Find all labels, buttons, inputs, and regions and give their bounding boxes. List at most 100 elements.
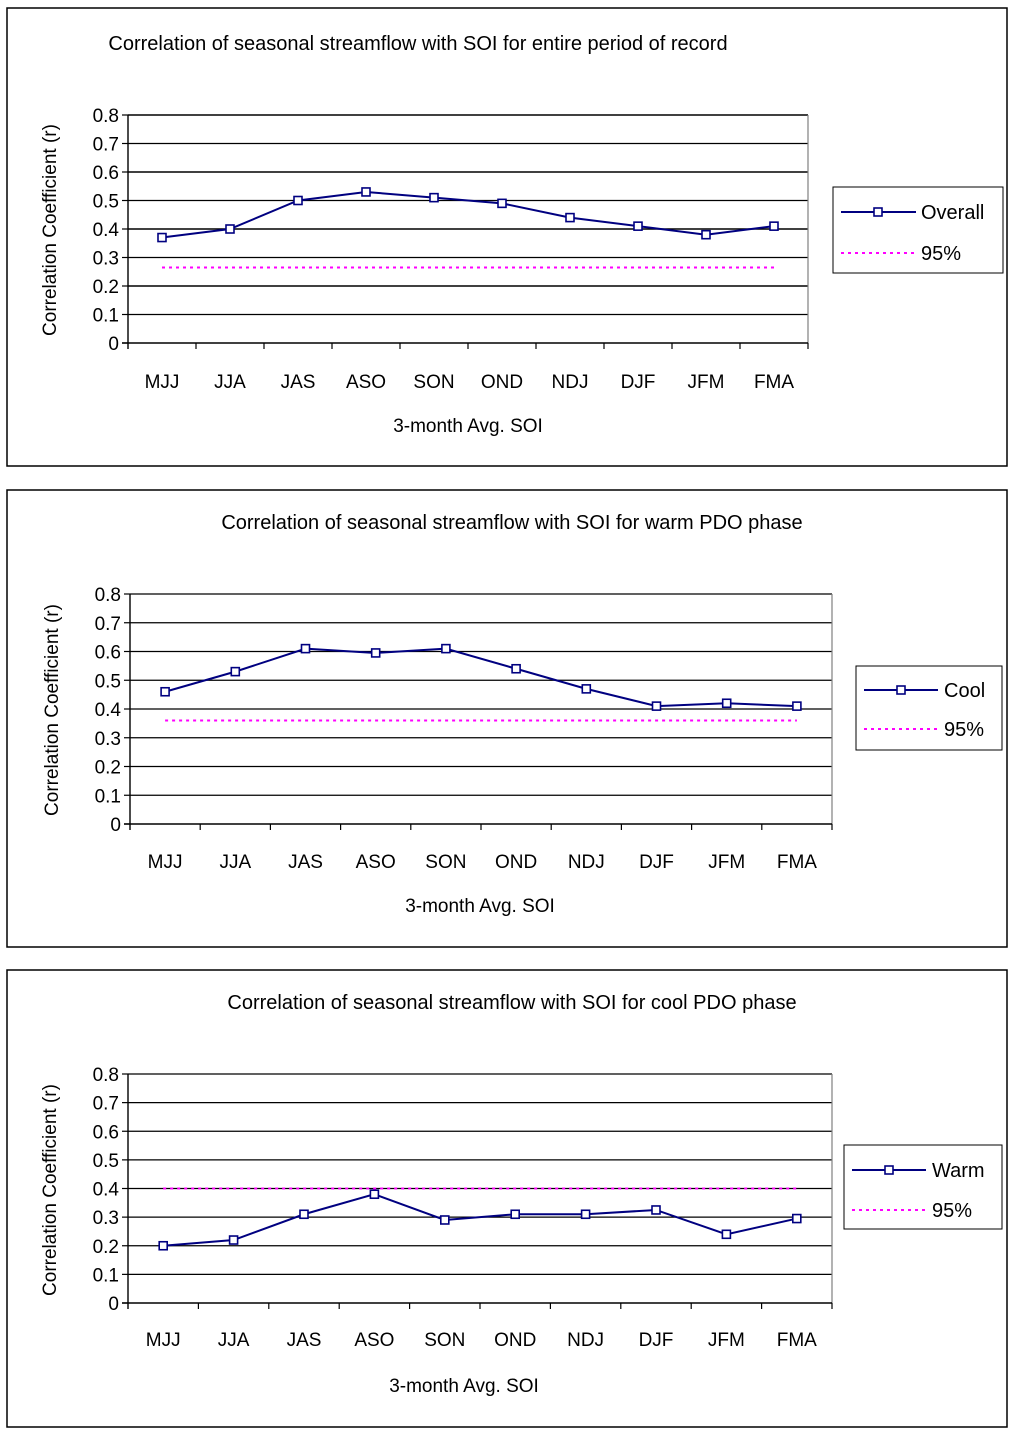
x-tick-label: NDJ <box>568 852 605 873</box>
y-tick-label: 0.3 <box>93 1208 119 1229</box>
y-axis-label: Correlation Coefficient (r) <box>42 604 63 816</box>
y-tick-label: 0.7 <box>93 1094 119 1115</box>
y-tick-label: 0.7 <box>93 135 119 156</box>
data-point <box>565 212 575 223</box>
main-series <box>158 1189 802 1251</box>
legend: Overall 95% <box>832 186 1004 274</box>
y-tick-label: 0.5 <box>95 671 121 692</box>
x-tick-label: ASO <box>346 372 386 393</box>
chart-panel-warm-pdo: Correlation of seasonal streamflow with … <box>0 480 1010 960</box>
legend-marker-main <box>896 685 906 695</box>
y-tick-label: 0.6 <box>93 163 119 184</box>
x-tick-label: DJF <box>639 852 674 873</box>
data-point <box>160 686 170 697</box>
y-tick-label: 0.7 <box>95 614 121 635</box>
y-tick-label: 0.3 <box>95 729 121 750</box>
x-axis-label: 3-month Avg. SOI <box>393 416 543 437</box>
gridlines <box>128 1073 833 1303</box>
y-tick-label: 0.1 <box>95 786 121 807</box>
x-tick-label: MJJ <box>148 852 183 873</box>
data-point <box>225 224 235 234</box>
y-tick-label: 0.2 <box>93 277 119 298</box>
legend: Cool 95% <box>855 665 1003 751</box>
y-tick-labels: 0.8 0.7 0.6 0.5 0.4 0.3 0.2 0.1 0 <box>93 106 120 355</box>
legend-label-threshold: 95% <box>921 243 961 265</box>
y-tick-label: 0.6 <box>95 643 121 664</box>
x-tick-label: NDJ <box>567 1330 604 1351</box>
x-tick-label: JFM <box>708 1330 745 1351</box>
chart-svg: Correlation of seasonal streamflow with … <box>6 969 1008 1428</box>
legend: Warm 95% <box>843 1144 1003 1230</box>
main-series <box>160 643 802 711</box>
gridlines <box>128 114 809 343</box>
y-tick-labels: 0.8 0.7 0.6 0.5 0.4 0.3 0.2 0.1 0 <box>93 1065 120 1315</box>
series-line-main <box>164 647 797 708</box>
x-tick-label: OND <box>494 1330 536 1351</box>
x-tick-label: FMA <box>754 372 794 393</box>
x-tick-label: DJF <box>639 1330 674 1351</box>
data-point <box>721 1229 732 1240</box>
y-tick-label: 0.8 <box>95 585 121 606</box>
data-point <box>429 192 439 203</box>
y-tick-label: 0 <box>110 815 121 836</box>
data-point <box>361 187 371 197</box>
x-tick-label: JFM <box>688 372 725 393</box>
data-point <box>791 1213 802 1224</box>
axes <box>124 593 833 830</box>
chart-title: Correlation of seasonal streamflow with … <box>227 992 796 1014</box>
y-tick-label: 0.8 <box>93 1065 119 1086</box>
data-point <box>510 1209 521 1220</box>
x-tick-label: DJF <box>621 372 656 393</box>
y-tick-label: 0.4 <box>93 1180 120 1201</box>
legend-label-main: Overall <box>921 202 984 224</box>
x-tick-label: NDJ <box>552 372 589 393</box>
legend-box <box>843 1144 1003 1230</box>
data-point <box>157 232 167 243</box>
legend-box <box>855 665 1003 751</box>
data-point <box>300 643 311 654</box>
y-axis-label: Correlation Coefficient (r) <box>40 1084 61 1296</box>
x-tick-label: ASO <box>354 1330 394 1351</box>
x-tick-label: JAS <box>287 1330 322 1351</box>
x-tick-label: SON <box>413 372 454 393</box>
data-point <box>651 701 662 711</box>
data-point <box>651 1205 661 1215</box>
x-tick-label: JAS <box>281 372 316 393</box>
legend-marker-main <box>884 1165 894 1175</box>
x-tick-label: MJJ <box>145 372 180 393</box>
x-tick-label: FMA <box>777 1330 817 1351</box>
x-tick-label: FMA <box>777 852 817 873</box>
x-tick-label: ASO <box>356 852 396 873</box>
x-tick-labels: MJJ JJA JAS ASO SON OND NDJ DJF JFM FMA <box>145 372 795 393</box>
y-tick-label: 0 <box>108 334 119 355</box>
y-tick-label: 0.3 <box>93 249 119 270</box>
data-point <box>769 221 779 231</box>
legend-label-main: Warm <box>932 1160 985 1182</box>
axes <box>122 114 809 349</box>
x-tick-labels: MJJ JJA JAS ASO SON OND NDJ DJF JFM FMA <box>146 1330 817 1351</box>
x-axis-label: 3-month Avg. SOI <box>389 1376 539 1397</box>
main-series <box>157 187 779 243</box>
y-tick-label: 0 <box>108 1294 119 1315</box>
y-tick-label: 0.8 <box>93 106 119 127</box>
gridlines <box>130 593 833 824</box>
x-tick-label: OND <box>481 372 523 393</box>
data-point <box>158 1240 168 1251</box>
axes <box>122 1073 833 1309</box>
chart-svg: Correlation of seasonal streamflow with … <box>6 7 1008 467</box>
data-point <box>792 701 802 711</box>
data-point <box>721 698 732 709</box>
legend-box <box>832 186 1004 274</box>
legend-marker-main <box>873 207 883 217</box>
y-tick-label: 0.1 <box>93 306 119 327</box>
chart-svg: Correlation of seasonal streamflow with … <box>6 489 1008 948</box>
x-tick-label: JJA <box>218 1330 250 1351</box>
legend-label-threshold: 95% <box>944 719 984 741</box>
y-tick-label: 0.2 <box>95 758 121 779</box>
data-point <box>633 221 643 231</box>
x-tick-label: SON <box>425 852 466 873</box>
chart-panel-overall: Correlation of seasonal streamflow with … <box>0 0 1010 480</box>
data-point <box>511 663 521 674</box>
y-tick-label: 0.5 <box>93 192 119 213</box>
data-point <box>299 1209 309 1220</box>
